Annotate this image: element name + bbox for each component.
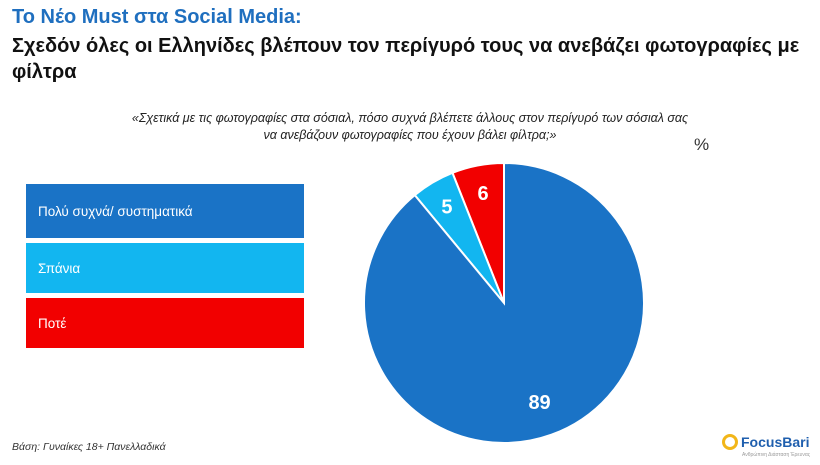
pie-slice-very-often xyxy=(363,161,645,444)
focusbari-logo: FocusBari xyxy=(722,434,809,450)
header-title: Το Νέο Must στα Social Media: xyxy=(12,6,302,28)
pie-label-rarely: 5 xyxy=(441,197,452,219)
survey-question: «Σχετικά με τις φωτογραφίες στα σόσιαλ, … xyxy=(90,110,730,144)
legend-item-very-often: Πολύ συχνά/ συστηματικά xyxy=(26,184,304,238)
logo-text: FocusBari xyxy=(741,434,810,450)
legend-item-rarely: Σπάνια xyxy=(26,243,304,293)
unit-label: % xyxy=(694,135,710,154)
legend-item-never: Ποτέ xyxy=(26,298,304,348)
footnote: Βάση: Γυναίκες 18+ Πανελλαδικά xyxy=(12,441,166,453)
pie-label-never: 6 xyxy=(477,183,488,205)
header-subtitle: Σχεδόν όλες οι Ελληνίδες βλέπουν τον περ… xyxy=(12,35,800,83)
question-line-2: να ανεβάζουν φωτογραφίες που έχουν βάλει… xyxy=(263,128,557,142)
logo-icon xyxy=(722,434,738,450)
pie-label-very-often: 89 xyxy=(528,392,550,414)
question-line-1: «Σχετικά με τις φωτογραφίες στα σόσιαλ, … xyxy=(131,111,689,125)
logo-tagline: Ανθρώπινη Διάσταση Έρευνας xyxy=(742,452,811,458)
